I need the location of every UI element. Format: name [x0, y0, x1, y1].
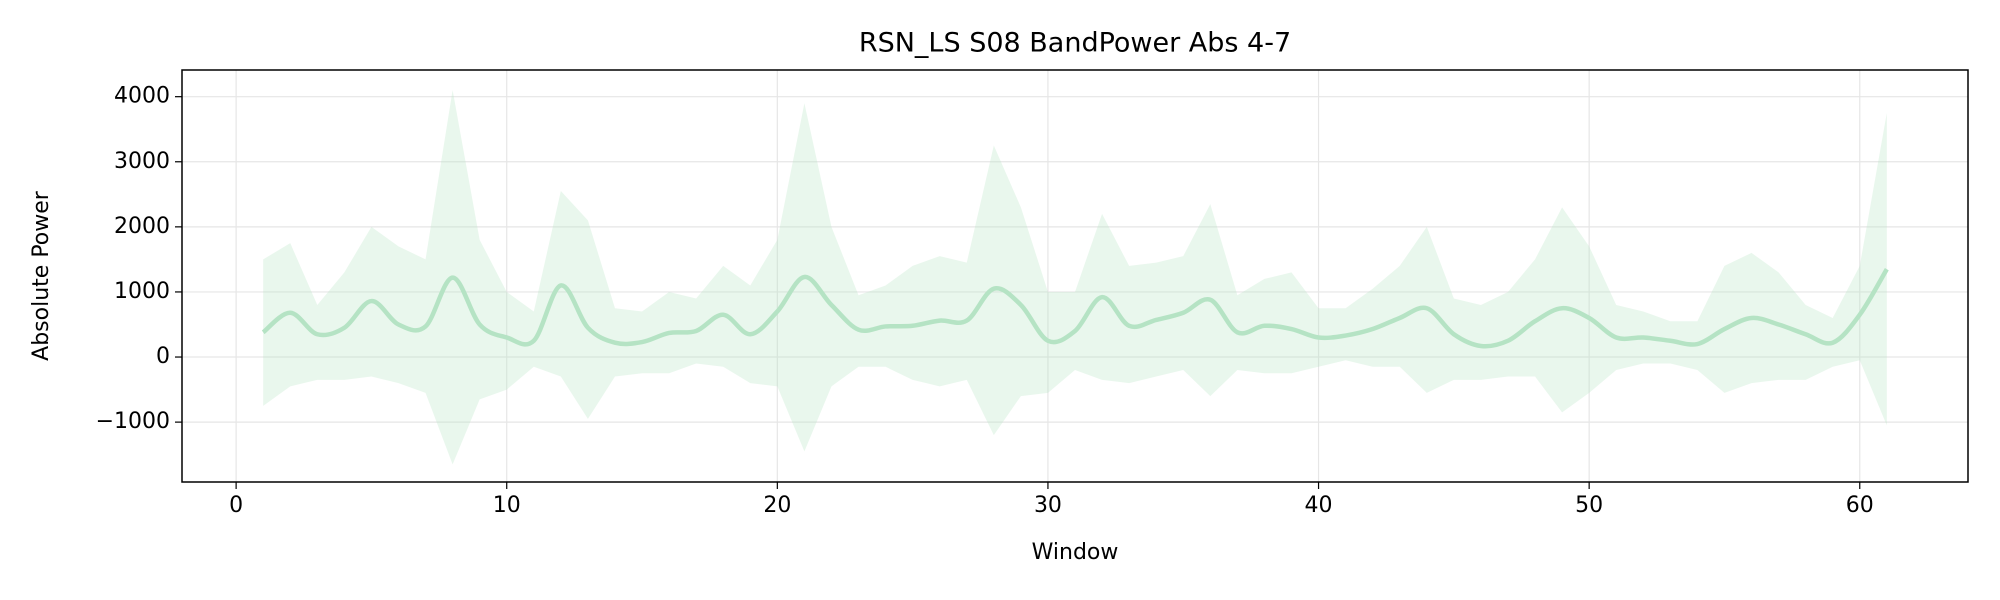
y-tick-label: −1000 — [96, 409, 170, 434]
y-tick-label: 4000 — [114, 84, 170, 109]
y-tick-label: 2000 — [114, 214, 170, 239]
x-tick-label: 20 — [763, 493, 791, 518]
x-tick-label: 50 — [1575, 493, 1603, 518]
chart-title: RSN_LS S08 BandPower Abs 4-7 — [859, 28, 1291, 59]
band — [263, 90, 1887, 465]
x-tick-label: 40 — [1305, 493, 1333, 518]
y-tick-label: 1000 — [114, 279, 170, 304]
x-tick-label: 0 — [229, 493, 243, 518]
y-tick-label: 3000 — [114, 149, 170, 174]
plot-frame — [181, 69, 1969, 483]
x-tick-label: 30 — [1034, 493, 1062, 518]
line — [261, 268, 1889, 349]
x-tick-label: 10 — [493, 493, 521, 518]
y-tick-label: 0 — [156, 344, 170, 369]
y-axis-label: Absolute Power — [29, 190, 54, 361]
x-axis-label: Window — [1032, 540, 1119, 565]
x-tick-label: 60 — [1846, 493, 1874, 518]
